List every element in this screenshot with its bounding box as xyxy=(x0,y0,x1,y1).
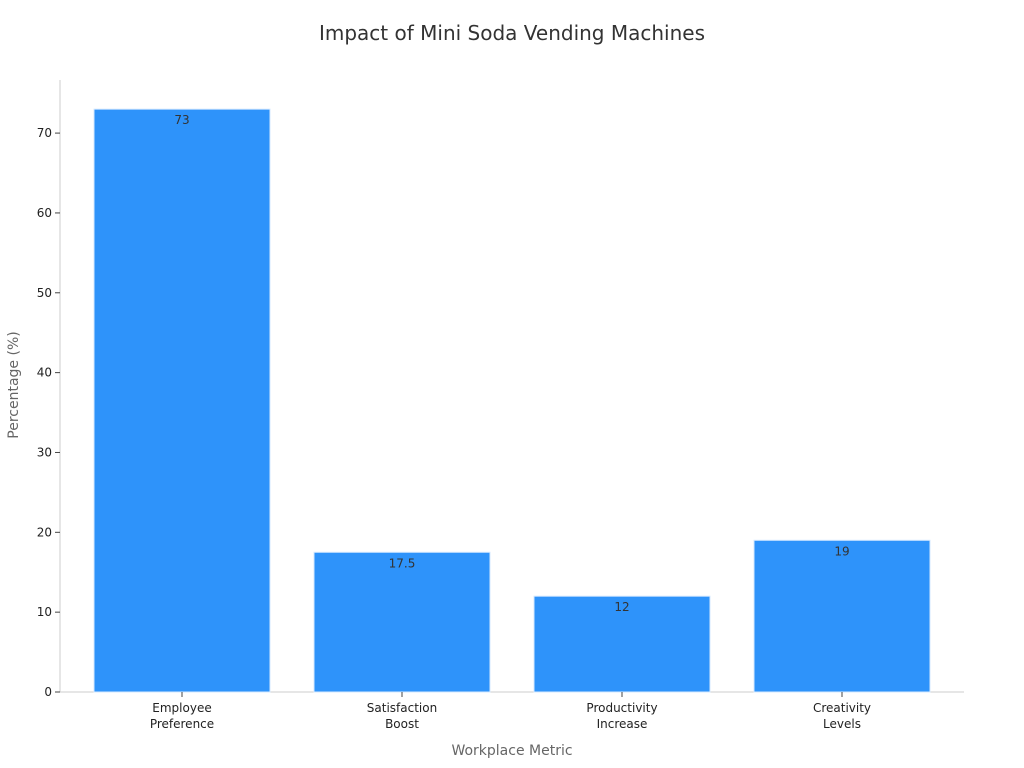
x-tick-label: Satisfaction Boost xyxy=(367,701,437,731)
x-tick-label-line: Levels xyxy=(823,717,861,731)
x-tick-label: Employee Preference xyxy=(150,701,214,731)
x-tick-label-line: Productivity xyxy=(586,701,657,715)
x-tick-label: Creativity Levels xyxy=(813,701,871,731)
y-tick-label: 70 xyxy=(37,126,52,140)
y-tick-label: 60 xyxy=(37,206,52,220)
y-tick-label: 50 xyxy=(37,286,52,300)
y-ticks: 0 10 20 30 40 50 60 70 xyxy=(37,126,60,699)
bar xyxy=(753,539,931,693)
bar-value-label: 73 xyxy=(174,113,189,127)
y-tick-label: 20 xyxy=(37,525,52,539)
bar xyxy=(533,595,711,693)
bars xyxy=(93,108,931,693)
y-tick-label: 10 xyxy=(37,605,52,619)
x-tick-label-line: Increase xyxy=(597,717,648,731)
x-axis-label: Workplace Metric xyxy=(451,743,572,759)
y-tick-label: 40 xyxy=(37,366,52,380)
x-tick-label-line: Boost xyxy=(385,717,419,731)
x-tick-label-line: Preference xyxy=(150,717,214,731)
y-tick-label: 30 xyxy=(37,445,52,459)
chart-title: Impact of Mini Soda Vending Machines xyxy=(319,21,705,45)
data-labels: 73 17.5 12 19 xyxy=(174,113,849,614)
bar xyxy=(93,108,271,693)
y-tick-label: 0 xyxy=(44,685,52,699)
x-tick-label-line: Employee xyxy=(152,701,211,715)
x-tick-label: Productivity Increase xyxy=(586,701,657,731)
bar-value-label: 17.5 xyxy=(389,556,416,570)
bar-value-label: 12 xyxy=(614,600,629,614)
bar-value-label: 19 xyxy=(834,544,849,558)
bar xyxy=(313,551,491,693)
x-category-labels: Employee Preference Satisfaction Boost Produ… xyxy=(150,692,871,731)
x-tick-label-line: Creativity xyxy=(813,701,871,715)
x-tick-label-line: Satisfaction xyxy=(367,701,437,715)
y-axis-label: Percentage (%) xyxy=(6,331,22,438)
